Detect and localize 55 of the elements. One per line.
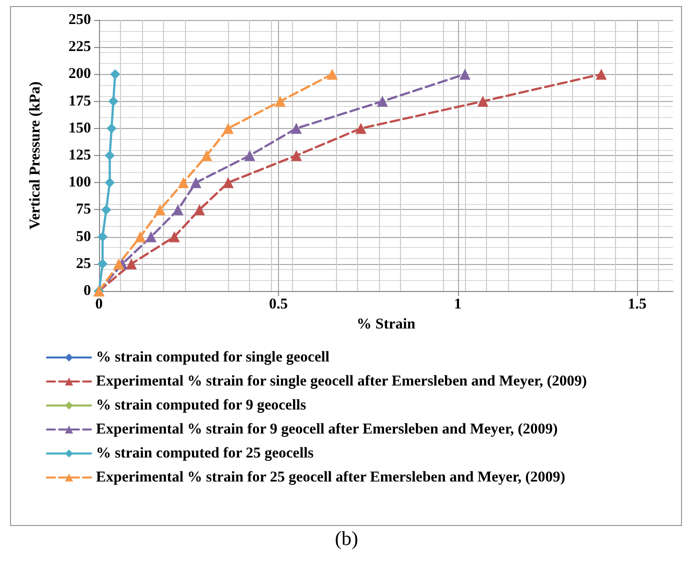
point xyxy=(290,122,302,134)
y-axis-title: Vertical Pressure (kPa) xyxy=(28,81,44,230)
point xyxy=(101,204,112,215)
y-tick-label: 250 xyxy=(68,12,91,28)
legend-label: Experimental % strain for single geocell after Emersleben and Meyer, (2009) xyxy=(96,374,587,390)
point xyxy=(106,123,117,134)
legend-label: % strain computed for 25 geocells xyxy=(96,446,314,462)
y-tick-label: 100 xyxy=(68,174,91,191)
x-tick-label: 0 xyxy=(95,296,103,312)
point xyxy=(274,96,286,107)
text: (b) xyxy=(334,528,360,551)
point xyxy=(104,178,115,188)
point xyxy=(355,122,366,134)
y-tick-label: 175 xyxy=(68,93,91,110)
y-tick-label: 125 xyxy=(68,148,91,164)
point xyxy=(459,68,470,80)
point xyxy=(201,150,212,161)
point xyxy=(168,231,180,242)
point xyxy=(146,231,157,242)
y-tick-label: 50 xyxy=(76,228,91,245)
x-tick-label: 1 xyxy=(454,296,462,312)
y-tick-label: 75 xyxy=(76,202,91,218)
point xyxy=(178,177,189,188)
point xyxy=(134,231,146,242)
point xyxy=(154,204,166,216)
point xyxy=(596,68,607,80)
point xyxy=(110,69,120,80)
y-tick-label: 225 xyxy=(68,39,91,56)
point xyxy=(477,96,488,107)
point xyxy=(290,150,302,161)
point xyxy=(172,204,184,216)
legend-label: % strain computed for single geocell xyxy=(96,350,330,366)
point xyxy=(326,68,338,80)
x-axis-title: % Strain xyxy=(356,316,416,332)
point xyxy=(98,258,108,269)
point xyxy=(104,150,115,160)
point xyxy=(126,258,137,270)
y-tick-label: 25 xyxy=(76,256,91,272)
x-tick-label: 0.5 xyxy=(269,296,288,312)
point xyxy=(113,258,124,270)
y-tick-label: 200 xyxy=(68,66,91,82)
point xyxy=(98,232,108,242)
legend-label: Experimental % strain for 9 geocell after Emersleben and Meyer, (2009) xyxy=(96,422,558,438)
y-tick-label: 0 xyxy=(84,283,91,299)
point xyxy=(376,96,388,107)
legend-label: % strain computed for 9 geocells xyxy=(96,398,306,414)
legend-label: Experimental % strain for 25 geocell after Emersleben and Meyer, (2009) xyxy=(96,470,566,486)
point xyxy=(222,122,234,134)
x-tick-label: 1.5 xyxy=(628,296,646,312)
point xyxy=(190,177,202,188)
point xyxy=(194,204,205,216)
point xyxy=(244,150,256,161)
point xyxy=(108,96,118,106)
point xyxy=(222,177,234,188)
y-tick-label: 150 xyxy=(68,120,91,136)
